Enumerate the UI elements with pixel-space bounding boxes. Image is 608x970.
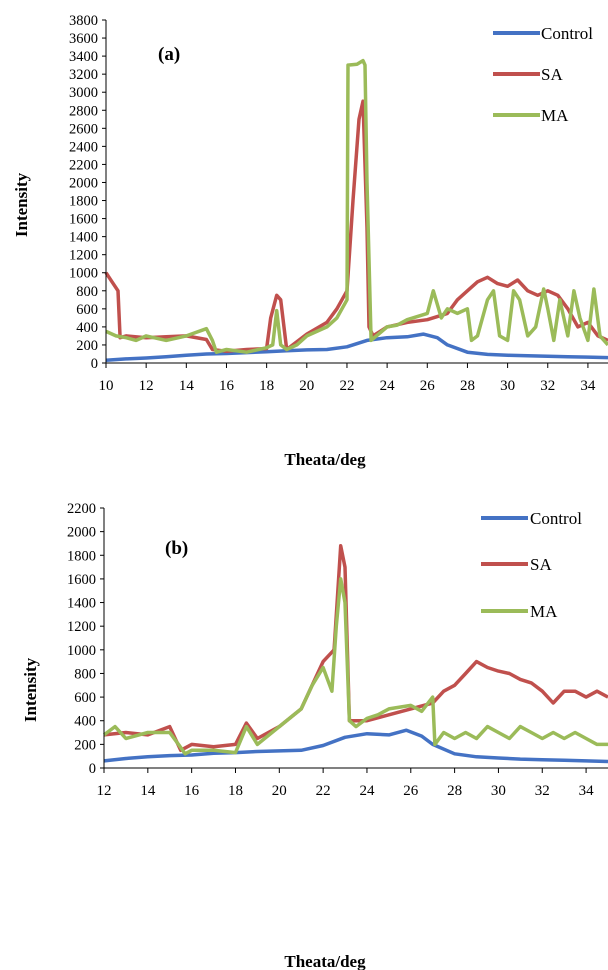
chart-a-y-tick-label: 800 [76,284,98,300]
chart-b-y-tick-label: 2200 [67,501,96,517]
chart-b-y-tick-label: 400 [74,714,96,730]
chart-a-legend-sa-label: SA [541,65,563,84]
chart-b-y-tick-label: 1200 [67,619,96,635]
chart-b-axes: 0 200 400 600 800 1000 1200 1400 1600 1800 2000 220… [67,501,608,799]
chart-a-panel-label: (a) [158,44,180,65]
chart-b-x-tick-label: 34 [579,783,595,799]
chart-a: 0 200 400 600 800 1000 1200 1400 1600 1800 2000 220… [12,13,608,469]
chart-a-x-tick-label: 16 [219,378,235,394]
chart-b-series [102,544,608,764]
chart-a-series-sa-line [104,99,608,354]
chart-a-x-tick-label: 30 [500,378,515,394]
chart-b-series-ma-line [102,577,608,756]
chart-b-x-tick-label: 28 [447,783,462,799]
chart-b-x-tick-label: 32 [535,783,550,799]
chart-b-y-axis-title: Intensity [21,657,40,722]
chart-a-y-tick-label: 200 [76,338,98,354]
chart-a-x-tick-label: 26 [420,378,436,394]
chart-b-y-tick-label: 1000 [67,643,96,659]
chart-b-x-tick-label: 24 [359,783,375,799]
chart-a-x-tick-label: 12 [139,378,154,394]
chart-b-y-tick-label: 1400 [67,596,96,612]
chart-b-legend-control-label: Control [530,509,582,528]
chart-b-series-sa-line [103,544,608,753]
chart-a-x-axis-title: Theata/deg [284,450,366,469]
chart-a-x-tick-label: 14 [179,378,195,394]
chart-a-y-tick-label: 3600 [69,31,98,47]
chart-a-series-ma-line [105,58,608,354]
chart-a-axes: 0 200 400 600 800 1000 1200 1400 1600 1800 2000 220… [69,13,608,394]
chart-b-series-control-line [103,728,608,764]
chart-b-y-tick-label: 2000 [67,525,96,541]
chart-a-y-tick-label: 2000 [69,175,98,191]
chart-a-y-tick-label: 1600 [69,212,98,228]
chart-a-y-tick-label: 3800 [69,13,98,29]
chart-a-x-tick-label: 10 [99,378,114,394]
chart-b-x-tick-label: 22 [316,783,331,799]
chart-a-y-tick-label: 2600 [69,121,98,137]
chart-b-panel-label: (b) [165,538,188,559]
chart-b-y-tick-label: 0 [89,761,96,777]
chart-a-y-tick-label: 3400 [69,49,98,65]
chart-a-y-tick-label: 400 [76,320,98,336]
chart-b-x-tick-label: 18 [228,783,243,799]
chart-b-legend-sa-label: SA [530,555,552,574]
chart-b-y-tick-label: 600 [74,690,96,706]
chart-b-y-tick-label: 800 [74,666,96,682]
chart-a-y-tick-label: 2800 [69,103,98,119]
chart-b-x-tick-label: 30 [491,783,506,799]
chart-a-x-tick-label: 24 [380,378,396,394]
chart-b-x-tick-label: 14 [140,783,156,799]
chart-a-y-tick-label: 1200 [69,248,98,264]
chart-a-y-axis-title: Intensity [12,172,31,237]
chart-b-y-tick-label: 1800 [67,548,96,564]
chart-a-x-tick-label: 34 [580,378,596,394]
chart-b-x-tick-label: 20 [272,783,287,799]
chart-a-legend-ma-label: MA [541,106,569,125]
chart-a-series-control-line [105,332,608,363]
chart-b: 0 200 400 600 800 1000 1200 1400 1600 1800 2000 220… [21,501,608,970]
chart-a-x-tick-label: 22 [339,378,354,394]
chart-a-y-tick-label: 3000 [69,85,98,101]
chart-a-y-tick-label: 600 [76,302,98,318]
chart-b-x-tick-label: 26 [403,783,419,799]
chart-b-legend: Control SA MA [481,509,582,621]
chart-b-legend-ma-label: MA [530,602,558,621]
chart-a-y-tick-label: 0 [91,356,98,372]
chart-a-series [104,58,608,363]
chart-a-y-tick-label: 1000 [69,266,98,282]
chart-b-x-axis-title: Theata/deg [284,952,366,970]
chart-b-y-tick-label: 200 [74,737,96,753]
chart-a-x-tick-label: 28 [460,378,475,394]
chart-a-y-tick-label: 1400 [69,230,98,246]
chart-b-x-tick-label: 12 [97,783,112,799]
chart-a-y-tick-label: 1800 [69,194,98,210]
chart-a-y-tick-label: 3200 [69,67,98,83]
chart-b-y-tick-label: 1600 [67,572,96,588]
chart-a-x-tick-label: 32 [540,378,555,394]
chart-a-x-tick-label: 18 [259,378,274,394]
chart-a-legend: Control SA MA [493,24,593,125]
chart-a-y-tick-label: 2400 [69,139,98,155]
chart-a-legend-control-label: Control [541,24,593,43]
chart-b-x-tick-label: 16 [184,783,200,799]
chart-a-x-tick-label: 20 [299,378,314,394]
chart-a-y-tick-label: 2200 [69,157,98,173]
